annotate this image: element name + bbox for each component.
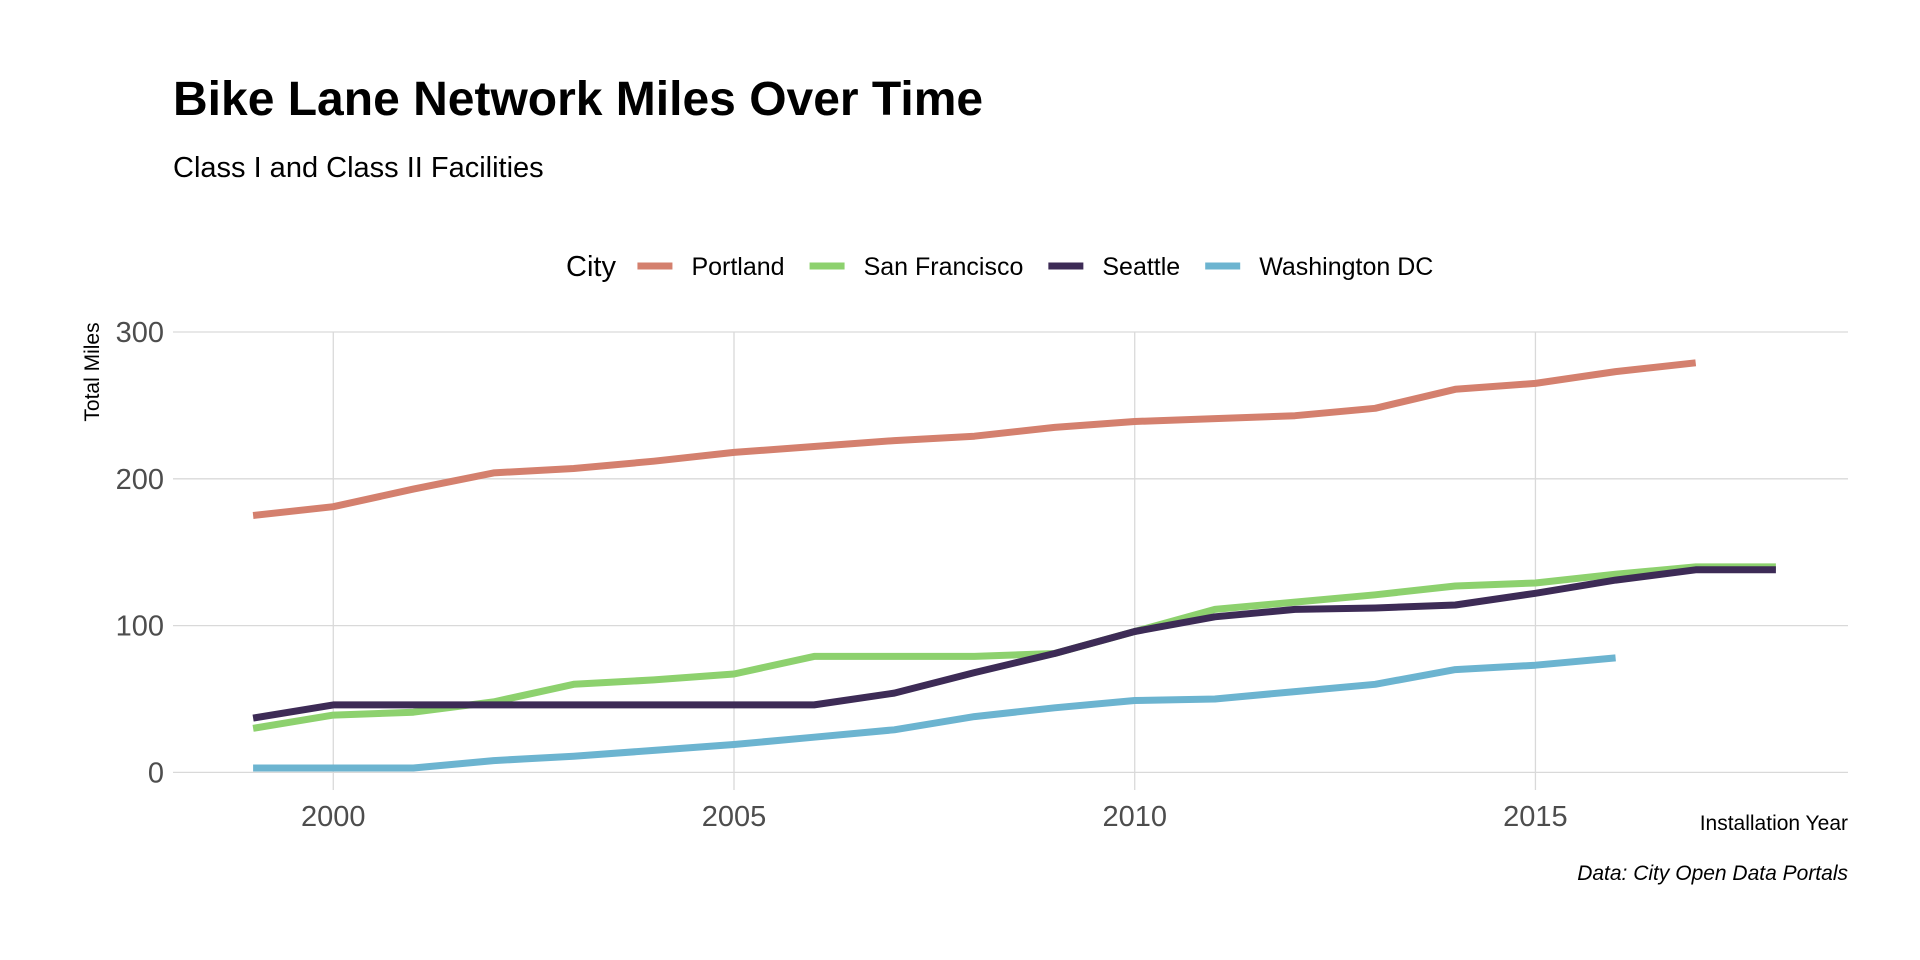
y-axis-title: Total Miles (81, 322, 104, 421)
y-axis: 0 100 200 300 (116, 317, 164, 789)
legend-label-seattle: Seattle (1102, 253, 1180, 281)
legend-title: City (566, 251, 616, 283)
x-tick-label: 2015 (1503, 801, 1568, 833)
series-line-seattle (252, 566, 1776, 722)
chart-subtitle: Class I and Class II Facilities (173, 152, 544, 184)
legend-label-washington-dc: Washington DC (1259, 253, 1433, 281)
x-axis-title: Installation Year (1700, 812, 1848, 835)
x-tick-label: 2010 (1102, 801, 1167, 833)
chart-title: Bike Lane Network Miles Over Time (173, 73, 983, 126)
x-tick-label: 2000 (301, 801, 366, 833)
series-line-washington-dc (253, 654, 1616, 772)
y-tick-label: 0 (148, 757, 164, 789)
series-line-portland (252, 359, 1697, 519)
legend: City Portland San Francisco Seattle Washing… (566, 251, 1433, 283)
x-tick-label: 2005 (702, 801, 767, 833)
y-tick-label: 100 (116, 611, 164, 643)
plot-panel (252, 359, 1776, 772)
grid (173, 331, 1848, 790)
y-tick-label: 300 (116, 317, 164, 349)
x-axis: 2000 2005 2010 2015 (301, 801, 1568, 833)
caption: Data: City Open Data Portals (1577, 862, 1848, 885)
series-line-san-francisco (252, 563, 1776, 732)
legend-label-portland: Portland (691, 253, 784, 281)
y-tick-label: 200 (116, 464, 164, 496)
legend-label-san-francisco: San Francisco (864, 253, 1024, 281)
